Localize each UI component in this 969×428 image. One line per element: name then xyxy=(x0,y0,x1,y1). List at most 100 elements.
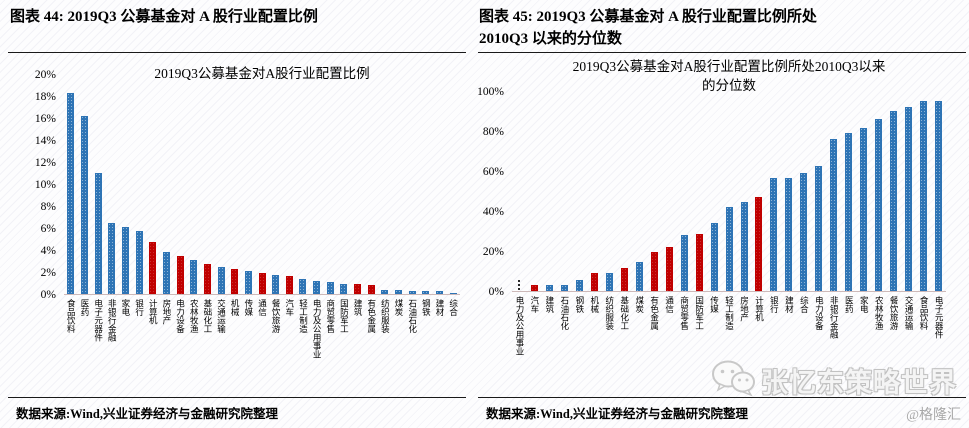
bar-red xyxy=(258,273,266,294)
x-axis-category-label: 医药 xyxy=(844,296,855,313)
x-label-slot: 商贸零售 xyxy=(677,296,692,356)
y-tick-label: 20% xyxy=(34,68,56,81)
x-axis-category-label: 纺织服装 xyxy=(380,299,391,333)
x-label-slot: 房地产 xyxy=(737,296,752,356)
x-label-slot: 传媒 xyxy=(242,299,256,359)
bar-blue xyxy=(217,266,225,294)
x-label-slot: 家电 xyxy=(119,299,133,359)
x-axis-category-label: 通信 xyxy=(257,299,268,316)
x-label-slot: 计算机 xyxy=(752,296,767,356)
x-label-slot: 煤炭 xyxy=(392,299,406,359)
bar-blue xyxy=(740,202,748,291)
bar-slot xyxy=(662,92,677,291)
bar-blue xyxy=(449,292,457,294)
x-axis-category-label: 有色金属 xyxy=(649,296,660,330)
x-axis-category-label: 汽车 xyxy=(284,299,295,316)
bar-slot xyxy=(527,92,542,291)
bar-slot xyxy=(856,92,871,291)
bar-red xyxy=(231,268,239,294)
x-axis-category-label: 有色金属 xyxy=(366,299,377,333)
bar-blue xyxy=(890,111,898,291)
bar-slot xyxy=(201,75,215,294)
bar-slot xyxy=(228,75,242,294)
bar-blue xyxy=(381,290,389,294)
x-label-slot: 有色金属 xyxy=(364,299,378,359)
bar-blue xyxy=(560,285,568,291)
bar-blue xyxy=(575,280,583,291)
x-axis-category-label: 电子元器件 xyxy=(934,296,945,339)
bar-blue xyxy=(94,173,102,294)
bar-slot xyxy=(405,75,419,294)
footer-divider-left xyxy=(8,397,466,398)
x-label-slot: 商贸零售 xyxy=(323,299,337,359)
bar-blue xyxy=(815,166,823,291)
x-label-slot: 餐饮旅游 xyxy=(269,299,283,359)
bar-red xyxy=(755,197,763,291)
bar-slot xyxy=(811,92,826,291)
bar-slot xyxy=(91,75,105,294)
chart-inner-title-line1: 2019Q3公募基金对A股行业配置比例所处2010Q3以来 xyxy=(572,59,886,74)
x-label-slot: 交通运输 xyxy=(901,296,916,356)
y-axis: 0% 2% 4% 6% 8% 10% 12% 14% 16% 18% 20% xyxy=(14,69,60,300)
bar-slot xyxy=(105,75,119,294)
bar-slot xyxy=(692,92,707,291)
bar-blue xyxy=(67,92,75,294)
x-label-slot: 建材 xyxy=(433,299,447,359)
bar-blue xyxy=(800,173,808,291)
x-label-slot: 银行 xyxy=(766,296,781,356)
bar-slot xyxy=(433,75,447,294)
bar-blue xyxy=(313,280,321,294)
figure-45-title: 图表 45: 2019Q3 公募基金对 A 股行业配置比例所处 2010Q3 以… xyxy=(479,7,965,51)
wechat-icon xyxy=(710,359,756,402)
bar-slot xyxy=(255,75,269,294)
header-divider-right xyxy=(478,52,966,53)
bar-slot xyxy=(310,75,324,294)
watermark: 张忆东策略世界 xyxy=(710,359,968,401)
bar-slot xyxy=(737,92,752,291)
x-axis-category-label: 煤炭 xyxy=(394,299,405,316)
bar-slot xyxy=(512,92,527,291)
bar-blue xyxy=(725,207,733,291)
bar-blue xyxy=(299,278,307,294)
x-label-slot: 钢铁 xyxy=(572,296,587,356)
bar-red xyxy=(354,284,362,294)
x-axis-category-label: 轻工制造 xyxy=(724,296,735,330)
bar-red xyxy=(176,255,184,294)
zero-value-dots-marker xyxy=(518,280,521,290)
bar-slot xyxy=(557,92,572,291)
x-label-slot: 家电 xyxy=(856,296,871,356)
x-label-slot: 医药 xyxy=(841,296,856,356)
bar-slot xyxy=(64,75,78,294)
y-tick-label: 0% xyxy=(40,288,56,301)
x-axis-category-label: 汽车 xyxy=(529,296,540,313)
x-axis-category-label: 钢铁 xyxy=(421,299,432,316)
x-axis-category-label: 煤炭 xyxy=(634,296,645,313)
x-axis-category-label: 交通运输 xyxy=(904,296,915,330)
x-axis-category-label: 建筑 xyxy=(544,296,555,313)
bar-blue xyxy=(190,259,198,294)
x-axis-category-label: 基础化工 xyxy=(202,299,213,333)
x-axis-category-label: 国防军工 xyxy=(339,299,350,333)
bar-blue xyxy=(108,222,116,294)
bar-slot xyxy=(602,92,617,291)
bar-slot xyxy=(269,75,283,294)
bar-slot xyxy=(446,75,460,294)
bar-slot xyxy=(722,92,737,291)
x-axis-category-label: 农林牧渔 xyxy=(189,299,200,333)
bar-slot xyxy=(841,92,856,291)
bar-slot xyxy=(542,92,557,291)
x-label-slot: 食品饮料 xyxy=(916,296,931,356)
bar-blue xyxy=(845,133,853,291)
bar-slot xyxy=(173,75,187,294)
bar-slot xyxy=(781,92,796,291)
x-axis-category-label: 机械 xyxy=(589,296,600,313)
bar-slot xyxy=(617,92,632,291)
bar-slot xyxy=(931,92,946,291)
x-axis-category-label: 家电 xyxy=(859,296,870,313)
x-label-slot: 机械 xyxy=(587,296,602,356)
x-label-slot: 轻工制造 xyxy=(722,296,737,356)
y-tick-label: 4% xyxy=(40,244,56,257)
y-tick-label: 16% xyxy=(34,112,56,125)
bar-slot xyxy=(707,92,722,291)
figure-45-title-line1: 图表 45: 2019Q3 公募基金对 A 股行业配置比例所处 xyxy=(479,9,817,25)
